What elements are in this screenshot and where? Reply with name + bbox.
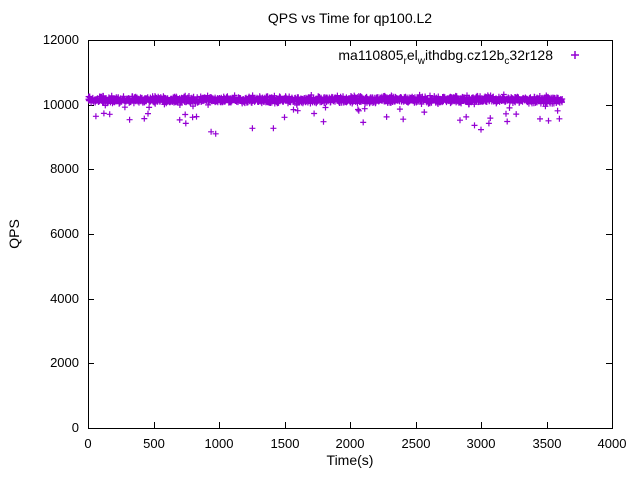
legend-series-label: ma110805relwithdbg.cz12bc32r128 [338,47,553,67]
legend: ma110805relwithdbg.cz12bc32r128 [338,47,585,67]
y-tick-label: 4000 [50,291,79,306]
chart-title: QPS vs Time for qp100.L2 [267,10,433,26]
x-tick-label: 1000 [205,436,234,451]
x-tick-label: 3000 [467,436,496,451]
y-tick-label: 10000 [43,97,79,112]
legend-plus-marker-icon [571,51,579,59]
x-tick-label: 4000 [598,436,627,451]
y-tick-label: 8000 [50,161,79,176]
x-tick-label: 0 [84,436,91,451]
x-tick-label: 500 [143,436,165,451]
x-tick-label: 3500 [533,436,562,451]
y-tick-label: 0 [72,420,79,435]
x-tick-label: 1500 [271,436,300,451]
y-tick-label: 12000 [43,32,79,47]
x-tick-label: 2000 [336,436,365,451]
y-tick-label: 2000 [50,355,79,370]
y-tick-label: 6000 [50,226,79,241]
scatter-points [85,91,566,137]
x-axis-label: Time(s) [326,452,374,468]
x-tick-label: 2500 [402,436,431,451]
